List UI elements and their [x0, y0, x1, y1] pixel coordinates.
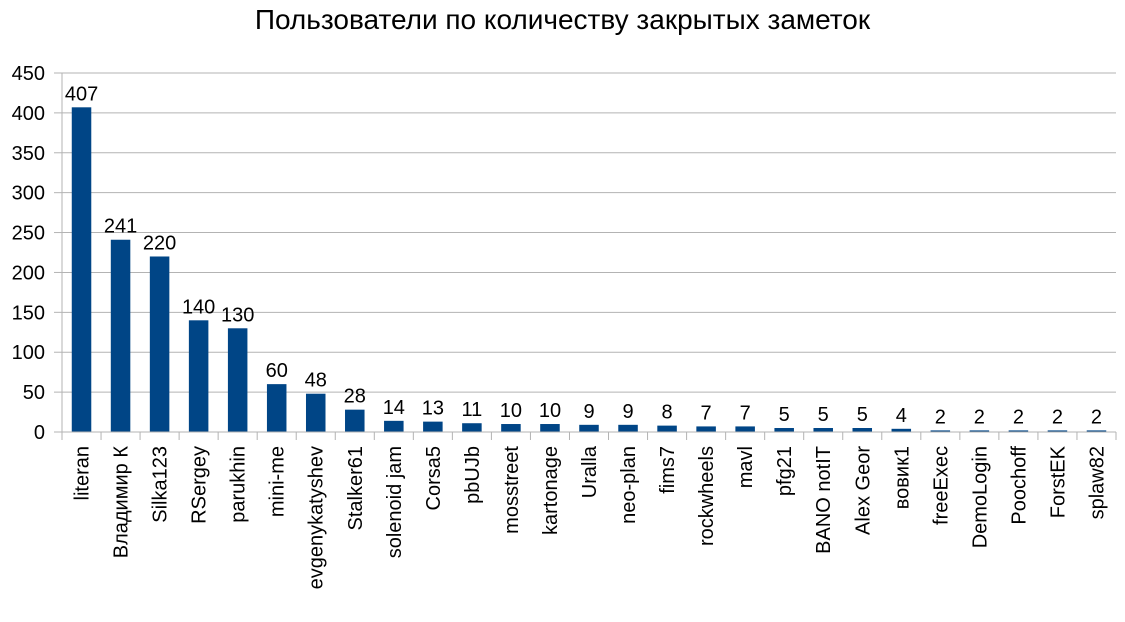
- y-tick-label: 0: [34, 422, 45, 444]
- x-tick-label: ForstEK: [1047, 445, 1069, 518]
- bar: [1086, 430, 1107, 432]
- data-label: 7: [701, 402, 712, 424]
- data-label: 28: [344, 386, 366, 408]
- data-label: 7: [740, 402, 751, 424]
- data-label: 130: [221, 304, 254, 326]
- y-tick-label: 400: [12, 103, 45, 125]
- data-label: 241: [104, 216, 137, 238]
- bar: [188, 320, 209, 432]
- bar: [305, 393, 326, 432]
- data-label: 2: [974, 406, 985, 428]
- data-label: 4: [896, 405, 907, 427]
- data-label: 9: [622, 401, 633, 423]
- x-tick-label: BANO notIT: [813, 446, 835, 554]
- bar: [735, 426, 755, 432]
- y-tick-label: 300: [12, 183, 45, 205]
- data-label: 407: [65, 83, 98, 105]
- data-label: 2: [1013, 406, 1024, 428]
- x-tick-label: Stalker61: [345, 446, 367, 531]
- x-tick-label: Alex Geor: [852, 446, 874, 535]
- grid-lines: [62, 72, 1116, 393]
- bar: [1008, 430, 1029, 432]
- x-tick-label: solenoid jam: [384, 446, 406, 558]
- bar: [852, 428, 873, 432]
- data-label: 8: [662, 402, 673, 424]
- data-label: 10: [539, 400, 561, 422]
- x-tick-label: вовик1: [891, 446, 913, 509]
- y-tick-label: 450: [12, 63, 45, 85]
- x-tick-label: rockwheels: [696, 446, 718, 546]
- x-tick-label: Uralla: [579, 445, 601, 498]
- data-label: 140: [182, 296, 215, 318]
- bar: [462, 423, 482, 432]
- x-tick-label: Владимир К: [111, 446, 133, 559]
- bar: [71, 107, 92, 432]
- x-tick-label: mavl: [735, 446, 757, 488]
- bar: [930, 430, 951, 432]
- x-tick-label: fims7: [657, 446, 679, 494]
- data-label: 5: [818, 404, 829, 426]
- y-tick-label: 100: [12, 342, 45, 364]
- bar: [110, 239, 131, 432]
- chart-title: Пользователи по количеству закрытых заме…: [254, 4, 871, 35]
- data-label: 2: [1091, 406, 1102, 428]
- x-tick-label: evgenykatyshev: [306, 446, 328, 589]
- bar: [345, 409, 365, 432]
- x-tick-label: Corsa5: [423, 446, 445, 510]
- data-label: 13: [422, 398, 444, 420]
- bar: [149, 256, 170, 432]
- data-label: 5: [857, 404, 868, 426]
- bar: [423, 421, 443, 432]
- x-tick-label: pbUJb: [462, 446, 484, 504]
- data-label: 5: [779, 404, 790, 426]
- x-tick-label: RSergey: [189, 446, 211, 524]
- x-tick-label: DemoLogin: [969, 446, 991, 548]
- x-tick-label: Poochoff: [1008, 446, 1030, 525]
- bar: [579, 424, 599, 432]
- x-tick-label: Silka123: [150, 446, 172, 523]
- x-tick-label: neo-plan: [618, 446, 640, 524]
- bar: [1047, 430, 1068, 432]
- x-tick-label: literan: [72, 446, 94, 500]
- bar: [774, 428, 794, 432]
- bar: [540, 424, 560, 432]
- x-tick-label: splaw82: [1086, 446, 1108, 519]
- axes: [54, 72, 1117, 440]
- x-tick-label: mini-me: [267, 446, 289, 517]
- data-label: 60: [266, 360, 288, 382]
- x-tick-label: freeExec: [930, 446, 952, 525]
- y-tick-label: 150: [12, 302, 45, 324]
- data-label: 2: [935, 406, 946, 428]
- bars: [71, 107, 1107, 432]
- data-label: 48: [305, 370, 327, 392]
- bar: [696, 426, 716, 432]
- bar: [266, 384, 287, 432]
- data-label: 14: [383, 397, 405, 419]
- bar: [657, 425, 677, 432]
- bar: [384, 420, 404, 432]
- x-tick-label: kartonage: [540, 446, 562, 535]
- bar: [227, 328, 248, 432]
- data-label: 9: [583, 401, 594, 423]
- data-label: 11: [462, 399, 483, 421]
- bar: [501, 424, 521, 432]
- data-label: 10: [500, 400, 522, 422]
- y-tick-label: 250: [12, 223, 45, 245]
- bar: [618, 424, 638, 432]
- bar: [891, 428, 912, 432]
- y-tick-label: 50: [23, 382, 45, 404]
- x-tick-label: parukhin: [228, 446, 250, 523]
- labels: 050100150200250300350400450407literan241…: [12, 63, 1109, 589]
- x-tick-label: pfg21: [774, 446, 796, 496]
- data-label: 220: [143, 232, 176, 254]
- y-tick-label: 350: [12, 143, 45, 165]
- bar: [813, 428, 833, 432]
- data-label: 2: [1052, 406, 1063, 428]
- y-tick-label: 200: [12, 262, 45, 284]
- x-tick-label: mosstreet: [501, 446, 523, 534]
- bar: [969, 430, 990, 432]
